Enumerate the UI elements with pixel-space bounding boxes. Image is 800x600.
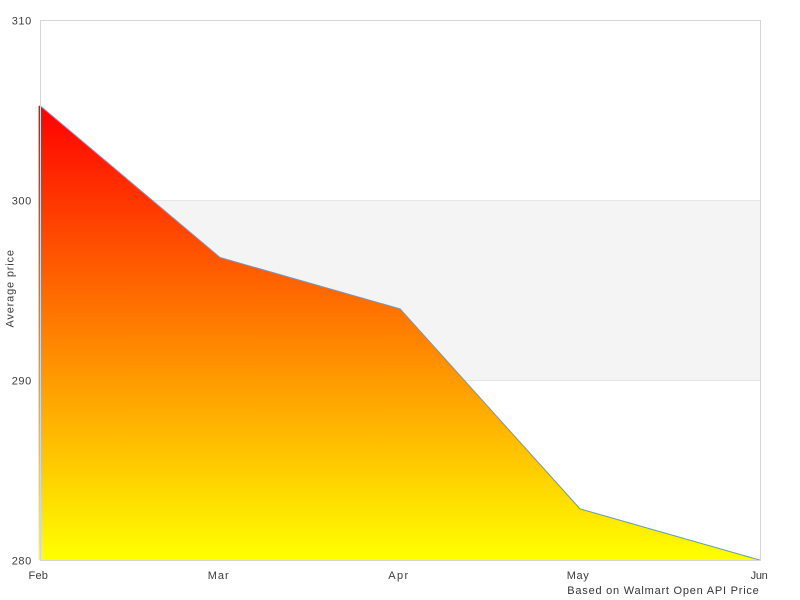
svg-text:280: 280	[12, 555, 32, 567]
svg-text:Average price: Average price	[5, 250, 17, 328]
svg-text:Apr: Apr	[388, 570, 408, 582]
svg-text:Based on Walmart Open API Pric: Based on Walmart Open API Price	[567, 585, 759, 597]
svg-text:May: May	[567, 570, 590, 582]
svg-text:Feb: Feb	[29, 570, 48, 582]
svg-text:Mar: Mar	[208, 570, 229, 582]
svg-text:Jun: Jun	[751, 570, 768, 582]
svg-text:290: 290	[12, 375, 32, 387]
svg-text:310: 310	[12, 15, 32, 27]
svg-text:300: 300	[12, 195, 32, 207]
